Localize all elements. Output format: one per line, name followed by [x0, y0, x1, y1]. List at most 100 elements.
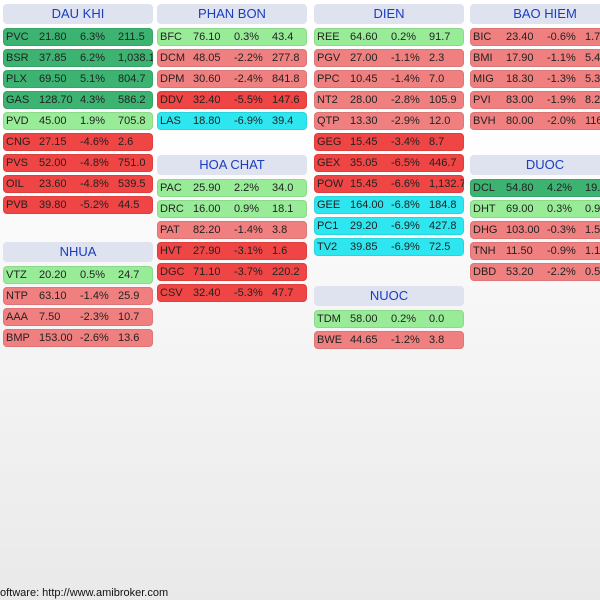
stock-row-tv2[interactable]: TV2 39.85 -6.9% 72.5: [314, 238, 464, 256]
stock-volume: 1.5: [585, 224, 600, 236]
stock-row-drc[interactable]: DRC 16.00 0.9% 18.1: [157, 200, 307, 218]
stock-volume: 220.2: [272, 266, 300, 278]
stock-change: -6.8%: [391, 199, 420, 211]
sector-dau-khi: DAU KHI PVC 21.80 6.3% 211.5 BSR 37.85 6.2% 1,03…: [3, 4, 153, 217]
stock-volume: 19.1: [585, 182, 600, 194]
stock-price: 64.60: [350, 31, 378, 43]
stock-row-pat[interactable]: PAT 82.20 -1.4% 3.8: [157, 221, 307, 239]
sector-phan-bon: PHAN BON BFC 76.10 0.3% 43.4 DCM 48.05 -2.2% 277…: [157, 4, 307, 133]
stock-volume: 105.9: [429, 94, 457, 106]
stock-row-oil[interactable]: OIL 23.60 -4.8% 539.5: [3, 175, 153, 193]
stock-price: 35.05: [350, 157, 378, 169]
stock-row-las[interactable]: LAS 18.80 -6.9% 39.4: [157, 112, 307, 130]
stock-volume: 8.2: [585, 94, 600, 106]
stock-row-bvh[interactable]: BVH 80.00 -2.0% 116: [470, 112, 600, 130]
stock-symbol: DCL: [473, 182, 496, 194]
stock-volume: 12.0: [429, 115, 451, 127]
stock-row-gee[interactable]: GEE 164.00 -6.8% 184.8: [314, 196, 464, 214]
stock-row-dcm[interactable]: DCM 48.05 -2.2% 277.8: [157, 49, 307, 67]
stock-row-ddv[interactable]: DDV 32.40 -5.5% 147.6: [157, 91, 307, 109]
stock-row-bwe[interactable]: BWE 44.65 -1.2% 3.8: [314, 331, 464, 349]
stock-row-nt2[interactable]: NT2 28.00 -2.8% 105.9: [314, 91, 464, 109]
stock-row-pvi[interactable]: PVI 83.00 -1.9% 8.2: [470, 91, 600, 109]
stock-volume: 5.4: [585, 52, 600, 64]
stock-change: 2.2%: [234, 182, 260, 194]
stock-row-pvc[interactable]: PVC 21.80 6.3% 211.5: [3, 28, 153, 46]
software-credit: oftware: http://www.amibroker.com: [0, 587, 169, 599]
stock-price: 27.00: [350, 52, 378, 64]
stock-row-pvd[interactable]: PVD 45.00 1.9% 705.8: [3, 112, 153, 130]
stock-row-dpm[interactable]: DPM 30.60 -2.4% 841.8: [157, 70, 307, 88]
stock-row-dbd[interactable]: DBD 53.20 -2.2% 0.5: [470, 263, 600, 281]
stock-volume: 44.5: [118, 199, 140, 211]
stock-price: 30.60: [193, 73, 221, 85]
stock-symbol: PGV: [317, 52, 341, 64]
stock-volume: 2.6: [118, 136, 134, 148]
stock-volume: 5.3: [585, 73, 600, 85]
stock-row-ntp[interactable]: NTP 63.10 -1.4% 25.9: [3, 287, 153, 305]
stock-row-geg[interactable]: GEG 15.45 -3.4% 8.7: [314, 133, 464, 151]
stock-volume: 8.7: [429, 136, 445, 148]
stock-row-pow[interactable]: POW 15.45 -6.6% 1,132.7: [314, 175, 464, 193]
stock-row-pac[interactable]: PAC 25.90 2.2% 34.0: [157, 179, 307, 197]
stock-price: 58.00: [350, 313, 378, 325]
stock-row-cng[interactable]: CNG 27.15 -4.6% 2.6: [3, 133, 153, 151]
stock-row-hvt[interactable]: HVT 27.90 -3.1% 1.6: [157, 242, 307, 260]
stock-row-bfc[interactable]: BFC 76.10 0.3% 43.4: [157, 28, 307, 46]
stock-row-pc1[interactable]: PC1 29.20 -6.9% 427.8: [314, 217, 464, 235]
stock-row-qtp[interactable]: QTP 13.30 -2.9% 12.0: [314, 112, 464, 130]
sector-header: DAU KHI: [3, 4, 153, 24]
stock-price: 13.30: [350, 115, 378, 127]
sector-header: DIEN: [314, 4, 464, 24]
stock-row-tdm[interactable]: TDM 58.00 0.2% 0.0: [314, 310, 464, 328]
stock-volume: 24.7: [118, 269, 140, 281]
stock-row-mig[interactable]: MIG 18.30 -1.3% 5.3: [470, 70, 600, 88]
stock-price: 23.40: [506, 31, 534, 43]
stock-price: 32.40: [193, 94, 221, 106]
stock-row-bsr[interactable]: BSR 37.85 6.2% 1,038.1: [3, 49, 153, 67]
stock-price: 82.20: [193, 224, 221, 236]
stock-row-gas[interactable]: GAS 128.70 4.3% 586.2: [3, 91, 153, 109]
stock-row-aaa[interactable]: AAA 7.50 -2.3% 10.7: [3, 308, 153, 326]
sector-header: DUOC: [470, 155, 600, 175]
stock-volume: 446.7: [429, 157, 457, 169]
stock-change: 0.9%: [234, 203, 260, 215]
stock-row-vtz[interactable]: VTZ 20.20 0.5% 24.7: [3, 266, 153, 284]
stock-row-plx[interactable]: PLX 69.50 5.1% 804.7: [3, 70, 153, 88]
stock-row-bmp[interactable]: BMP 153.00 -2.6% 13.6: [3, 329, 153, 347]
stock-volume: 3.8: [429, 334, 445, 346]
stock-change: -0.9%: [547, 245, 576, 257]
stock-row-gex[interactable]: GEX 35.05 -6.5% 446.7: [314, 154, 464, 172]
stock-change: -6.5%: [391, 157, 420, 169]
stock-volume: 2.3: [429, 52, 445, 64]
stock-price: 32.40: [193, 287, 221, 299]
sector-nhua: NHUA VTZ 20.20 0.5% 24.7 NTP 63.10 -1.4% 25.9 AAA…: [3, 242, 153, 350]
stock-price: 153.00: [39, 332, 73, 344]
stock-volume: 277.8: [272, 52, 300, 64]
stock-volume: 91.7: [429, 31, 451, 43]
stock-row-pgv[interactable]: PGV 27.00 -1.1% 2.3: [314, 49, 464, 67]
stock-row-dgc[interactable]: DGC 71.10 -3.7% 220.2: [157, 263, 307, 281]
stock-row-ppc[interactable]: PPC 10.45 -1.4% 7.0: [314, 70, 464, 88]
stock-change: -1.9%: [547, 94, 576, 106]
stock-change: 4.2%: [547, 182, 573, 194]
stock-row-pvb[interactable]: PVB 39.80 -5.2% 44.5: [3, 196, 153, 214]
stock-row-bic[interactable]: BIC 23.40 -0.6% 1.7: [470, 28, 600, 46]
stock-volume: 39.4: [272, 115, 294, 127]
stock-row-ree[interactable]: REE 64.60 0.2% 91.7: [314, 28, 464, 46]
stock-row-tnh[interactable]: TNH 11.50 -0.9% 1.1: [470, 242, 600, 260]
stock-row-dhg[interactable]: DHG 103.00 -0.3% 1.5: [470, 221, 600, 239]
stock-symbol: GEE: [317, 199, 341, 211]
stock-price: 39.85: [350, 241, 378, 253]
stock-symbol: BSR: [6, 52, 29, 64]
stock-row-pvs[interactable]: PVS 52.00 -4.8% 751.0: [3, 154, 153, 172]
stock-row-csv[interactable]: CSV 32.40 -5.3% 47.7: [157, 284, 307, 302]
stock-price: 69.50: [39, 73, 67, 85]
stock-symbol: PVI: [473, 94, 491, 106]
stock-row-dht[interactable]: DHT 69.00 0.3% 0.9: [470, 200, 600, 218]
stock-row-bmi[interactable]: BMI 17.90 -1.1% 5.4: [470, 49, 600, 67]
stock-row-dcl[interactable]: DCL 54.80 4.2% 19.1: [470, 179, 600, 197]
stock-symbol: BVH: [473, 115, 496, 127]
stock-price: 28.00: [350, 94, 378, 106]
stock-change: -4.8%: [80, 178, 109, 190]
